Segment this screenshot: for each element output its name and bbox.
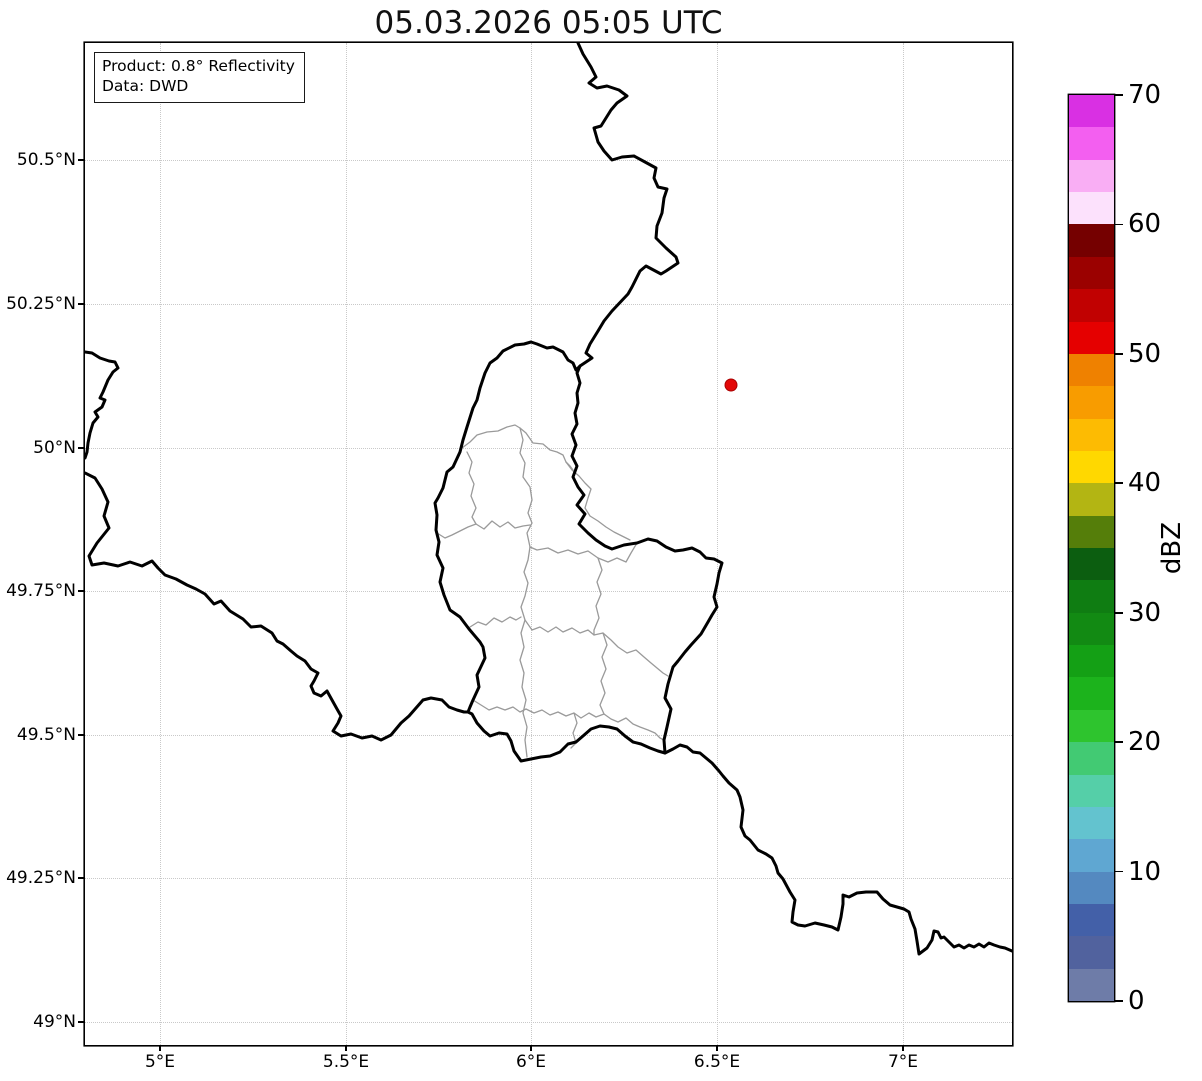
colorbar-tick-mark: [1115, 353, 1123, 355]
belgium-germany-border: [576, 43, 680, 368]
colorbar-tick-mark: [1115, 1000, 1123, 1002]
gridline-horizontal: [85, 304, 1012, 306]
colorbar-segment: [1069, 256, 1114, 290]
colorbar-label: dBZ: [1157, 521, 1187, 575]
gridline-vertical: [159, 43, 161, 1045]
x-tick-label: 6.5°E: [693, 1052, 741, 1072]
x-tick-mark: [345, 1045, 347, 1051]
x-tick-mark: [530, 1045, 532, 1051]
colorbar-segment: [1069, 806, 1114, 840]
colorbar-segment: [1069, 353, 1114, 387]
colorbar-segment: [1069, 548, 1114, 581]
colorbar-tick-label: 60: [1128, 209, 1162, 240]
belgium-france-border-west-fragment: [85, 350, 120, 460]
map-borders-svg: [85, 43, 1012, 956]
gridline-vertical: [530, 43, 532, 1045]
colorbar-segment: [1069, 418, 1114, 451]
colorbar-segment: [1069, 127, 1114, 160]
colorbar-segment: [1069, 289, 1114, 322]
colorbar-segment: [1069, 386, 1114, 419]
y-tick-mark: [78, 1021, 84, 1023]
france-germany-border: [663, 743, 1012, 956]
gridline-vertical: [902, 43, 904, 1045]
colorbar-segment: [1069, 159, 1114, 193]
colorbar-tick-label: 50: [1128, 338, 1162, 369]
france-belgium-border: [85, 471, 470, 742]
colorbar-segment: [1069, 903, 1114, 937]
x-tick-label: 7°E: [887, 1052, 919, 1072]
colorbar-tick-mark: [1115, 94, 1123, 96]
colorbar-tick-mark: [1115, 223, 1123, 226]
y-tick-label: 49.75°N: [6, 580, 76, 601]
colorbar-tick-label: 30: [1128, 597, 1162, 628]
colorbar-segment: [1069, 677, 1114, 710]
colorbar-segment: [1069, 612, 1114, 646]
colorbar-segment: [1069, 645, 1114, 678]
colorbar-segment: [1069, 936, 1114, 969]
luxembourg-border: [433, 340, 724, 763]
radar-site-marker: [724, 378, 738, 392]
data-source-line: Data: DWD: [102, 77, 189, 96]
colorbar-segment: [1069, 483, 1114, 516]
x-tick-mark: [159, 1045, 161, 1051]
x-tick-mark: [716, 1045, 718, 1051]
colorbar-tick-label: 70: [1128, 80, 1162, 110]
colorbar-segment: [1069, 450, 1114, 484]
colorbar-tick-mark: [1115, 870, 1123, 873]
y-tick-label: 49°N: [33, 1011, 76, 1032]
colorbar-segment: [1069, 709, 1114, 743]
gridline-horizontal: [85, 160, 1012, 162]
colorbar-segment: [1069, 321, 1114, 354]
map-plot-area: Product: 0.8° Reflectivity Data: DWD: [85, 43, 1012, 1045]
colorbar: [1069, 95, 1114, 1002]
gridline-horizontal: [85, 590, 1012, 592]
y-tick-mark: [78, 877, 84, 879]
y-tick-label: 49.5°N: [16, 724, 76, 745]
colorbar-segment: [1069, 515, 1114, 549]
x-tick-label: 5°E: [144, 1052, 176, 1072]
chart-title: 05.03.2026 05:05 UTC: [374, 5, 723, 41]
colorbar-segment: [1069, 580, 1114, 613]
product-line: Product: 0.8° Reflectivity: [102, 57, 295, 75]
y-tick-label: 50°N: [33, 438, 76, 458]
luxembourg-canton-borders: [436, 424, 669, 758]
colorbar-segment: [1069, 839, 1114, 872]
y-tick-mark: [78, 447, 84, 449]
y-tick-mark: [78, 734, 84, 736]
colorbar-tick-mark: [1115, 611, 1123, 614]
colorbar-segment: [1069, 224, 1114, 257]
gridline-vertical: [346, 43, 348, 1045]
colorbar-segment: [1069, 968, 1114, 1002]
y-tick-label: 50.25°N: [6, 294, 76, 315]
colorbar-segment: [1069, 871, 1114, 904]
y-tick-label: 50.5°N: [16, 150, 76, 171]
gridline-vertical: [717, 43, 719, 1045]
y-tick-mark: [78, 590, 84, 592]
colorbar-segment: [1069, 774, 1114, 807]
gridline-horizontal: [85, 877, 1012, 879]
y-tick-label: 49.25°N: [6, 867, 76, 888]
colorbar-segment: [1069, 742, 1114, 775]
colorbar-tick-label: 20: [1128, 727, 1162, 758]
y-tick-mark: [78, 303, 84, 305]
colorbar-tick-mark: [1115, 482, 1123, 485]
x-tick-mark: [902, 1045, 904, 1051]
gridline-horizontal: [85, 1021, 1012, 1023]
gridline-horizontal: [85, 734, 1012, 736]
colorbar-tick-mark: [1115, 741, 1123, 743]
colorbar-tick-label: 10: [1128, 856, 1162, 887]
x-tick-label: 6°E: [515, 1052, 546, 1072]
colorbar-segment: [1069, 95, 1114, 128]
colorbar-segment: [1069, 192, 1114, 225]
colorbar-tick-label: 40: [1128, 468, 1162, 499]
x-tick-label: 5.5°E: [322, 1052, 370, 1072]
colorbar-label-wrap: dBZ: [1142, 518, 1202, 578]
colorbar-tick-label: 0: [1128, 986, 1145, 1016]
y-tick-mark: [78, 159, 84, 161]
product-annotation-box: Product: 0.8° Reflectivity Data: DWD: [94, 52, 305, 103]
